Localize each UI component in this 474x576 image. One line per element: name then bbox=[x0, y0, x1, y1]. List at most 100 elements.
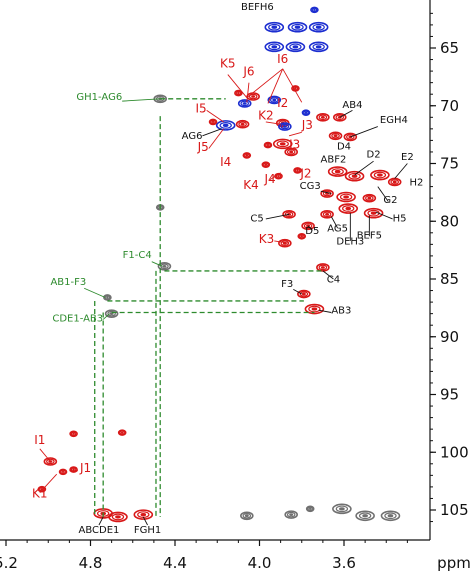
cross-peak bbox=[240, 511, 254, 521]
cross-peak bbox=[285, 41, 306, 53]
cross-peak bbox=[343, 132, 358, 142]
peak-label: DEH3 bbox=[336, 236, 364, 247]
cross-peak bbox=[284, 510, 298, 519]
leader-line bbox=[102, 313, 110, 320]
cross-peak bbox=[328, 131, 343, 141]
cross-peak bbox=[338, 203, 359, 214]
cross-peak bbox=[117, 429, 127, 436]
peak-label: ABF2 bbox=[321, 154, 347, 165]
peak-label: GH1-AG6 bbox=[76, 92, 122, 103]
leader-line bbox=[269, 172, 281, 181]
y-ticks: 65 70 75 80 85 90 95 100 105 bbox=[430, 12, 469, 523]
peak-label: I5 bbox=[196, 102, 207, 116]
cross-peak bbox=[370, 169, 390, 181]
leader-lines bbox=[39, 68, 408, 526]
peak-label: I1 bbox=[34, 433, 45, 447]
cross-peak bbox=[235, 119, 250, 129]
cross-peak bbox=[272, 138, 293, 150]
peak-label: AB3 bbox=[331, 306, 351, 317]
leader-line bbox=[202, 128, 222, 137]
leader-line bbox=[322, 270, 334, 280]
peak-label: FGH1 bbox=[134, 525, 161, 536]
y-tick-label: 65 bbox=[440, 39, 459, 57]
peak-label: D5 bbox=[305, 226, 319, 237]
y-tick-label: 90 bbox=[440, 328, 459, 346]
peak-label: J3 bbox=[301, 118, 313, 132]
x-tick-label: 4.0 bbox=[248, 554, 272, 572]
cross-peak bbox=[264, 41, 285, 53]
x-tick-label: 4.8 bbox=[79, 554, 103, 572]
leader-line bbox=[39, 448, 51, 462]
peak-label: D2 bbox=[367, 150, 381, 161]
leader-line bbox=[274, 240, 290, 244]
peak-label: E2 bbox=[401, 152, 414, 163]
cross-peak bbox=[242, 152, 252, 159]
cross-peak bbox=[234, 89, 243, 97]
cross-peak bbox=[264, 21, 285, 33]
leader-line bbox=[151, 261, 163, 267]
leader-line bbox=[307, 225, 313, 231]
cross-peak bbox=[104, 309, 119, 318]
y-tick-label: 95 bbox=[440, 386, 459, 404]
leader-line bbox=[354, 160, 374, 176]
peak-label: F1-C4 bbox=[123, 250, 152, 261]
cross-peak bbox=[327, 166, 348, 177]
cross-peak bbox=[308, 21, 329, 33]
cross-peak bbox=[157, 261, 172, 271]
cross-peak bbox=[297, 289, 311, 299]
leader-line bbox=[142, 516, 148, 526]
peak-label: I6 bbox=[277, 52, 288, 66]
peak-label: K5 bbox=[220, 57, 236, 71]
peak-label: J2 bbox=[299, 166, 311, 180]
leader-line bbox=[98, 516, 104, 526]
x-ticks: 5.2 4.8 4.4 4.0 3.6 bbox=[0, 540, 408, 572]
peak-label: H5 bbox=[393, 213, 407, 224]
cross-peak bbox=[310, 6, 319, 14]
correlation-lines bbox=[94, 98, 323, 517]
cross-peak bbox=[301, 109, 311, 116]
cross-peak bbox=[58, 468, 68, 476]
leader-line bbox=[265, 213, 290, 220]
cross-peak bbox=[43, 457, 58, 466]
peak-label: K3 bbox=[259, 232, 275, 246]
peak-label: J4 bbox=[263, 172, 275, 186]
cross-peak bbox=[308, 41, 329, 53]
peak-label: I2 bbox=[277, 96, 288, 110]
cross-peak bbox=[69, 466, 78, 473]
leader-line bbox=[293, 289, 302, 295]
cross-peak bbox=[380, 510, 401, 522]
cross-peak bbox=[261, 161, 271, 168]
leader-line bbox=[246, 82, 250, 103]
peak-label: C5 bbox=[250, 213, 263, 224]
cross-peak bbox=[344, 170, 365, 182]
leader-line bbox=[206, 109, 224, 123]
peak-label: AG6 bbox=[182, 131, 203, 142]
leader-line bbox=[394, 163, 408, 179]
y-tick-label: 105 bbox=[440, 501, 469, 519]
cross-peak bbox=[362, 193, 377, 203]
cross-peak bbox=[284, 147, 298, 157]
cross-peak bbox=[293, 167, 302, 174]
cross-peak bbox=[108, 511, 128, 523]
cross-peak bbox=[215, 120, 236, 131]
x-tick-label: 4.4 bbox=[163, 554, 187, 572]
y-tick-label: 100 bbox=[440, 443, 469, 461]
cross-peak bbox=[355, 510, 375, 522]
peak-label: AB4 bbox=[342, 100, 362, 111]
peak-label: K2 bbox=[258, 109, 274, 123]
peaks-layer bbox=[37, 6, 402, 523]
cross-peak bbox=[316, 263, 330, 272]
cross-peak bbox=[69, 430, 78, 438]
peak-label: H2 bbox=[409, 177, 423, 188]
peak-label: AG5 bbox=[327, 224, 348, 235]
cross-peak bbox=[237, 99, 252, 108]
cross-peak bbox=[336, 191, 356, 203]
x-tick-label: 5.2 bbox=[0, 554, 18, 572]
x-unit-label: ppm bbox=[437, 554, 471, 572]
cross-peak bbox=[282, 210, 296, 219]
leader-line bbox=[375, 211, 393, 220]
peak-label: K1 bbox=[32, 486, 48, 500]
leader-line bbox=[208, 128, 224, 149]
peak-label: EGH4 bbox=[380, 115, 408, 126]
